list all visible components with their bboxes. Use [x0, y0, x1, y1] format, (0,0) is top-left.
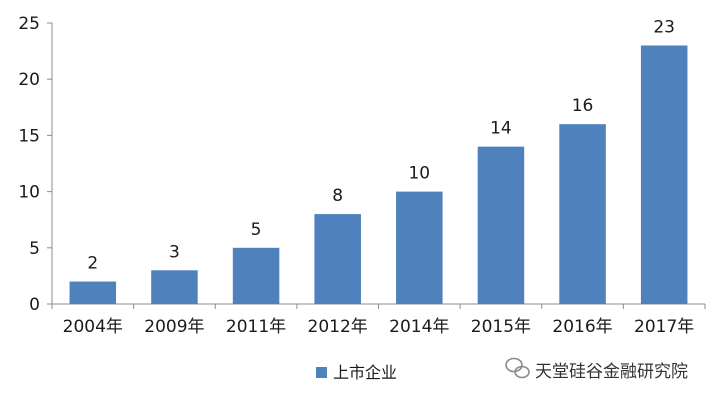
x-tick-label: 2011年 — [226, 317, 286, 337]
x-tick-label: 2004年 — [63, 317, 123, 337]
x-tick-label: 2016年 — [552, 317, 612, 337]
data-label: 5 — [251, 220, 262, 240]
x-tick-label: 2009年 — [144, 317, 204, 337]
y-tick-label: 15 — [18, 126, 40, 146]
data-label: 8 — [332, 186, 343, 206]
watermark: 天堂硅谷金融研究院 — [505, 357, 688, 382]
x-tick-label: 2012年 — [308, 317, 368, 337]
data-label: 14 — [490, 119, 512, 139]
legend: 上市企业 — [316, 363, 397, 382]
y-tick-label: 5 — [29, 239, 40, 259]
bars — [69, 45, 688, 304]
x-tick-label: 2015年 — [471, 317, 531, 337]
bar — [640, 45, 688, 304]
bar — [151, 270, 198, 304]
data-label: 16 — [572, 96, 594, 116]
bar — [477, 146, 525, 304]
data-label: 3 — [169, 242, 180, 262]
y-tick-label: 10 — [18, 183, 40, 203]
bar — [396, 191, 443, 304]
wechat-icon — [505, 357, 530, 379]
bar — [232, 247, 280, 304]
legend-swatch — [316, 367, 327, 378]
bar — [559, 124, 606, 304]
y-tick-label: 0 — [29, 295, 40, 315]
data-label: 23 — [653, 17, 675, 37]
x-axis: 2004年 2009年 2011年 2012年 2014年 2015年 2016年 2017年 — [51, 303, 706, 337]
data-label: 10 — [408, 164, 430, 184]
y-axis: 0 5 10 15 20 25 — [18, 14, 53, 315]
data-label: 2 — [87, 254, 98, 274]
x-tick-label: 2014年 — [389, 317, 449, 337]
y-tick-label: 25 — [18, 14, 40, 34]
bar — [69, 281, 117, 304]
x-tick-label: 2017年 — [634, 317, 694, 337]
legend-label: 上市企业 — [333, 363, 397, 382]
watermark-text: 天堂硅谷金融研究院 — [535, 362, 688, 382]
bar — [314, 214, 361, 304]
y-tick-label: 20 — [18, 70, 40, 90]
